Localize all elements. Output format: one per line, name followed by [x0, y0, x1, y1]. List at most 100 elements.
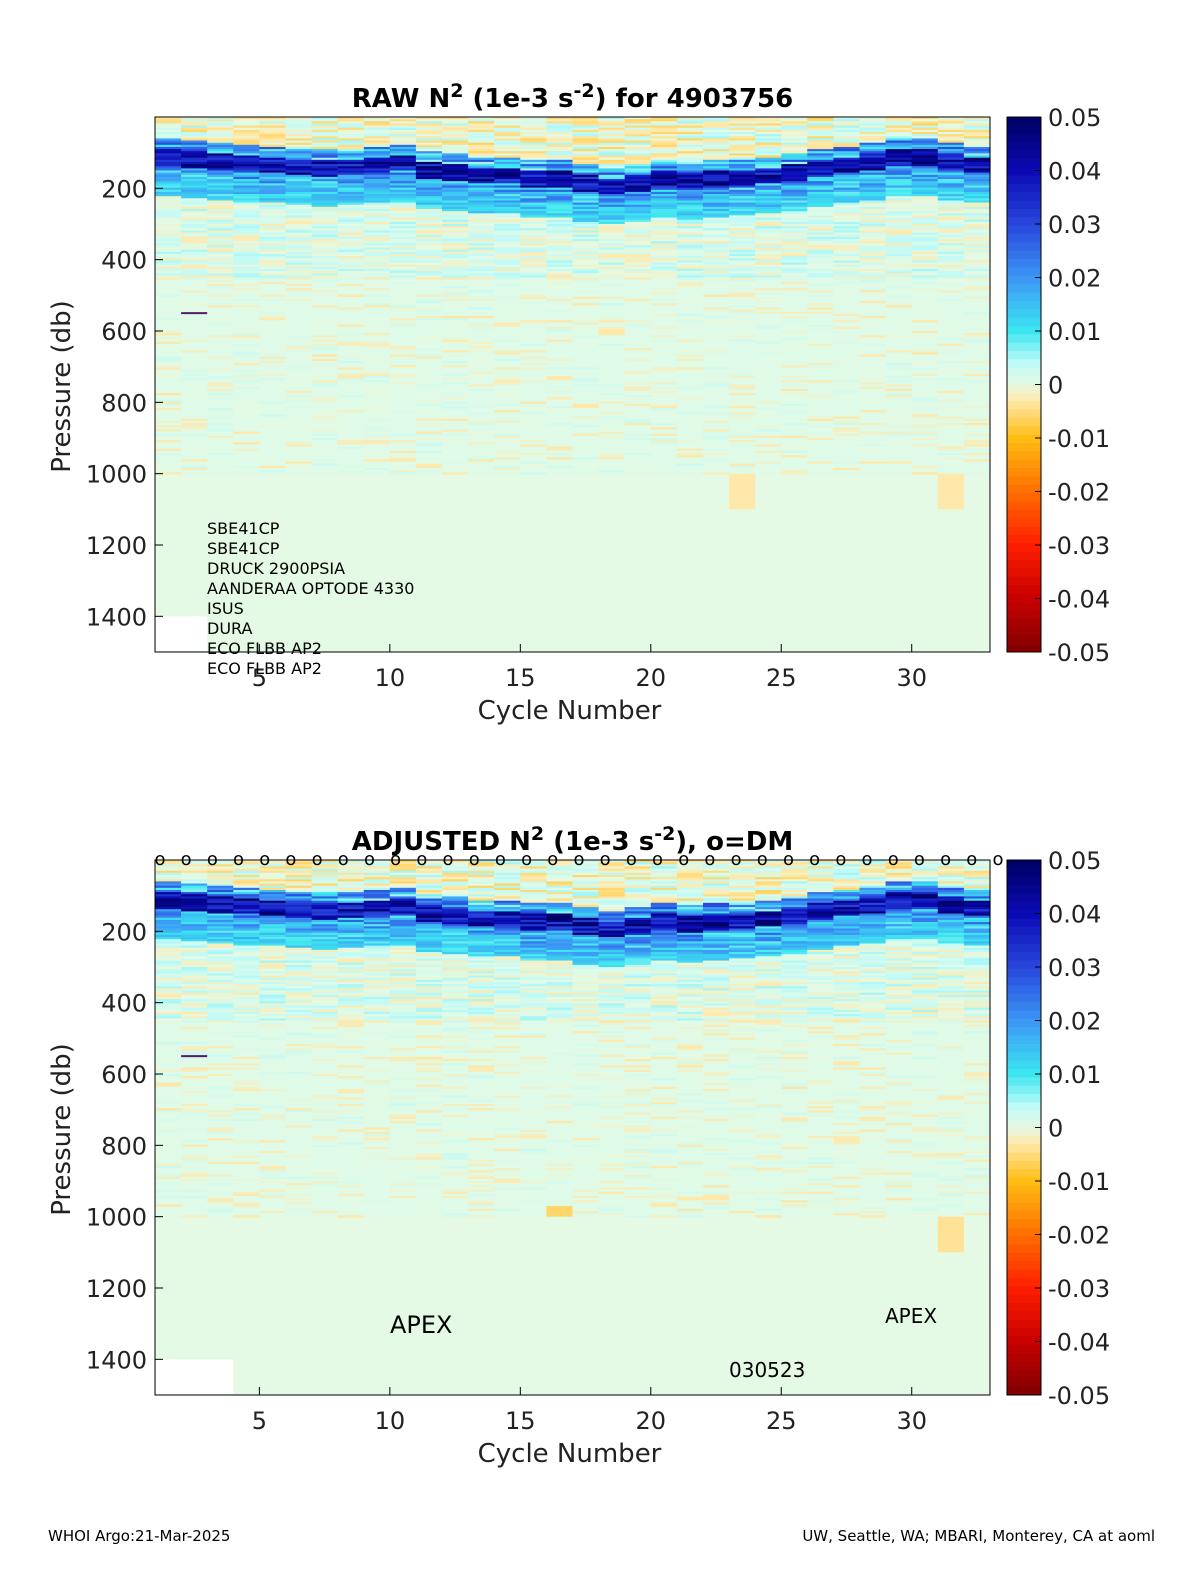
heatmap-cell	[468, 187, 495, 191]
heatmap-cell	[285, 221, 313, 225]
heatmap-cell	[442, 425, 469, 428]
heatmap-cell	[650, 384, 678, 387]
heatmap-cell	[572, 337, 600, 340]
heatmap-cell	[494, 142, 521, 146]
heatmap-cell	[703, 217, 730, 221]
heatmap-cell	[572, 157, 600, 161]
heatmap-cell	[389, 183, 417, 186]
heatmap-cell	[285, 453, 313, 456]
heatmap-cell	[885, 183, 913, 186]
heatmap-cell	[468, 249, 495, 253]
heatmap-cell	[703, 153, 730, 156]
heatmap-cell	[494, 153, 521, 156]
heatmap-cell	[650, 328, 678, 332]
heatmap-cell	[337, 217, 365, 221]
heatmap-cell	[207, 239, 234, 242]
heatmap-cell	[676, 176, 704, 180]
heatmap-cell	[624, 468, 652, 471]
heatmap-cell	[859, 375, 887, 379]
heatmap-cell	[181, 431, 208, 435]
heatmap-cell	[415, 196, 443, 199]
heatmap-cell	[181, 395, 208, 398]
heatmap-cell	[494, 290, 521, 293]
heatmap-cell	[833, 373, 861, 377]
heatmap-cell	[494, 350, 521, 353]
heatmap-cell	[181, 138, 208, 141]
heatmap-cell	[885, 333, 913, 336]
heatmap-cell	[285, 438, 313, 441]
heatmap-cell	[807, 198, 834, 201]
heatmap-cell	[572, 472, 600, 475]
heatmap-cell	[650, 264, 678, 268]
heatmap-cell	[259, 401, 287, 405]
heatmap-cell	[676, 373, 704, 377]
heatmap-cell	[703, 164, 730, 167]
heatmap-cell	[911, 346, 939, 349]
heatmap-cell	[311, 266, 339, 270]
heatmap-cell	[546, 408, 574, 411]
heatmap-cell	[468, 324, 495, 328]
heatmap-cell	[598, 134, 626, 137]
heatmap-cell	[650, 446, 678, 450]
heatmap-cell	[781, 196, 808, 199]
heatmap-cell	[703, 425, 730, 428]
heatmap-cell	[181, 343, 208, 347]
heatmap-cell	[729, 429, 756, 432]
heatmap-cell	[650, 324, 678, 328]
heatmap-cell	[337, 266, 365, 270]
heatmap-cell	[807, 405, 834, 409]
heatmap-cell	[885, 393, 913, 396]
heatmap-cell	[781, 125, 808, 129]
heatmap-cell	[833, 206, 861, 210]
heatmap-cell	[729, 281, 756, 285]
heatmap-cell	[833, 142, 861, 146]
heatmap-cell	[363, 343, 391, 347]
heatmap-cell	[624, 470, 652, 473]
heatmap-cell	[781, 157, 808, 161]
heatmap-cell	[911, 134, 939, 137]
heatmap-cell	[494, 326, 521, 330]
heatmap-cell	[363, 397, 391, 400]
heatmap-cell	[703, 453, 730, 456]
heatmap-cell	[285, 119, 313, 122]
heatmap-cell	[389, 211, 417, 214]
heatmap-cell	[155, 294, 182, 298]
heatmap-cell	[807, 427, 834, 430]
heatmap-cell	[885, 371, 913, 375]
heatmap-cell	[285, 281, 313, 285]
heatmap-cell	[833, 341, 861, 345]
heatmap-cell	[703, 245, 730, 248]
heatmap-cell	[598, 144, 626, 148]
heatmap-cell	[181, 256, 208, 259]
heatmap-cell	[155, 371, 182, 375]
heatmap-cell	[781, 431, 808, 435]
heatmap-cell	[781, 254, 808, 257]
heatmap-cell	[468, 326, 495, 330]
heatmap-cell	[259, 358, 287, 362]
heatmap-cell	[885, 412, 913, 415]
heatmap-cell	[285, 296, 313, 300]
heatmap-cell	[337, 279, 365, 283]
heatmap-cell	[676, 442, 704, 445]
heatmap-cell	[729, 183, 756, 186]
heatmap-cell	[650, 448, 678, 452]
heatmap-cell	[624, 298, 652, 302]
heatmap-cell	[807, 129, 834, 133]
heatmap-cell	[676, 448, 704, 452]
heatmap-cell	[859, 290, 887, 293]
heatmap-cell	[781, 251, 808, 255]
heatmap-cell	[442, 453, 469, 456]
heatmap-cell	[781, 380, 808, 383]
heatmap-cell	[442, 264, 469, 268]
heatmap-cell	[311, 311, 339, 315]
heatmap-cell	[285, 155, 313, 158]
heatmap-cell	[337, 371, 365, 375]
heatmap-cell	[337, 202, 365, 206]
heatmap-cell	[598, 401, 626, 405]
heatmap-cell	[624, 363, 652, 366]
heatmap-cell	[520, 416, 547, 420]
heatmap-cell	[363, 206, 391, 210]
heatmap-cell	[181, 185, 208, 188]
heatmap-cell	[285, 457, 313, 460]
heatmap-cell	[520, 468, 547, 471]
